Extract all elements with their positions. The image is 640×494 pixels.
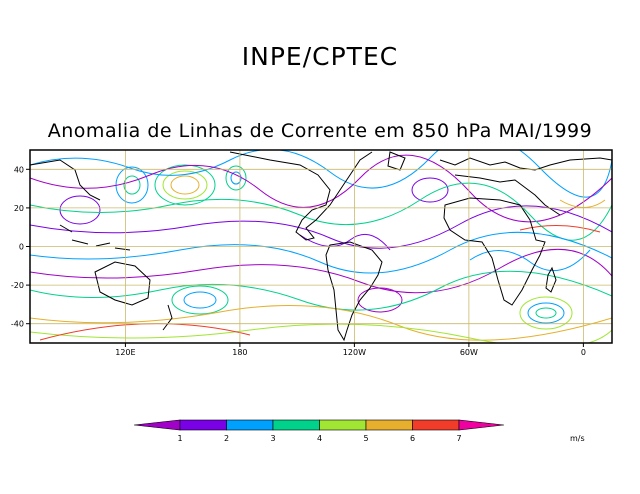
colorbar-label: 5 (363, 434, 368, 443)
streamlines (30, 150, 612, 343)
colorbar-segment (319, 419, 367, 431)
lat-tick-label: -20 (11, 281, 24, 290)
lon-tick-label: 180 (232, 348, 247, 357)
continent-outlines (30, 151, 612, 342)
colorbar-label: 7 (456, 434, 461, 443)
lon-tick-label: 120E (115, 348, 135, 357)
colorbar-unit: m/s (570, 434, 585, 443)
colorbar-segment (179, 419, 227, 431)
colorbar-label: 6 (410, 434, 415, 443)
map-title: INPE/CPTEC (241, 42, 399, 71)
grid-lines (30, 150, 612, 343)
lat-tick-label: -40 (11, 320, 24, 329)
colorbar-label: 2 (224, 434, 229, 443)
colorbar-arrow-right (458, 419, 505, 431)
colorbar-label: 3 (270, 434, 275, 443)
longitude-axis: 120E180120W60W060E (115, 343, 586, 357)
colorbar-segment (226, 419, 274, 431)
map-subtitle: Anomalia de Linhas de Corrente em 850 hP… (47, 120, 593, 142)
colorbar-segment (412, 419, 460, 431)
lat-tick-label: 40 (14, 165, 24, 174)
colorbar: 1 2 3 4 5 6 7 (133, 419, 505, 443)
lat-tick-label: 0 (19, 243, 24, 252)
colorbar-arrow-left (133, 419, 181, 431)
colorbar-segment (365, 419, 413, 431)
lat-tick-label: 20 (14, 204, 24, 213)
colorbar-label: 1 (177, 434, 182, 443)
colorbar-label: 4 (317, 434, 322, 443)
lon-tick-label: 0 (581, 348, 586, 357)
lon-tick-label: 60W (460, 348, 478, 357)
latitude-axis: 40 20 0 -20 -40 (11, 165, 30, 329)
colorbar-segment (272, 419, 320, 431)
lon-tick-label: 120W (343, 348, 366, 357)
